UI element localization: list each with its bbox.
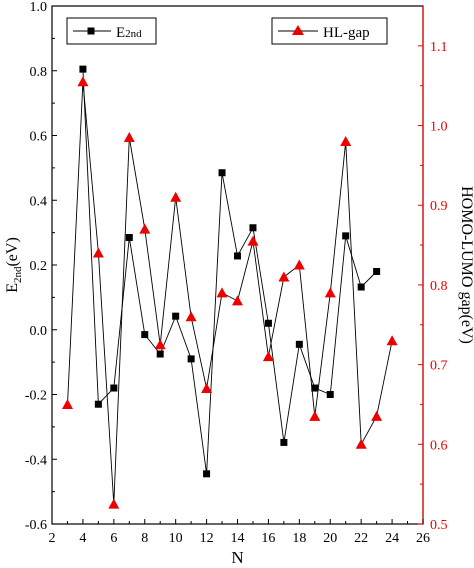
series-0-point — [79, 65, 87, 73]
series-1-point — [247, 235, 259, 246]
series-0-point — [373, 267, 381, 275]
x-tick-label: 26 — [416, 531, 430, 546]
y-left-tick-label: 0.6 — [30, 130, 48, 145]
series-1-line — [67, 81, 393, 505]
legend-hl-gap: HL-gap — [271, 17, 388, 45]
series-0-point — [264, 319, 272, 327]
series-1-point — [123, 132, 135, 142]
series-0-point — [203, 470, 211, 478]
y-left-tick-label: 0.4 — [30, 194, 48, 209]
y-left-tick-label: -0.4 — [25, 453, 47, 468]
y-left-tick-label: -0.6 — [25, 518, 47, 533]
series-0-point — [110, 384, 118, 392]
series-0-point — [295, 340, 303, 348]
y-left-tick-label: 0.8 — [30, 65, 48, 80]
x-tick-label: 14 — [231, 531, 245, 546]
y-left-tick-label: 0.0 — [30, 324, 48, 339]
y-right-axis-title: HOMO-LUMO gap(eV) — [458, 186, 474, 344]
y-left-axis-title-sub: 2nd — [12, 266, 24, 283]
series-1-point — [154, 339, 166, 350]
series-1-point — [108, 498, 120, 509]
legend-e2nd: E2nd — [66, 17, 157, 45]
x-tick-label: 20 — [323, 531, 337, 546]
series-1-point — [185, 311, 197, 322]
series-1-point — [324, 287, 336, 298]
series-0-point — [156, 350, 164, 358]
series-1-point — [386, 335, 398, 346]
series-0-point — [249, 224, 257, 232]
series-0-point — [234, 252, 241, 260]
series-1-point — [262, 351, 274, 362]
y-right-tick-label: 1.1 — [430, 40, 448, 55]
series-1-point — [293, 259, 305, 270]
legend-e2nd-label: E2nd — [116, 25, 142, 41]
series-0-point — [342, 232, 350, 240]
y-left-tick-label: 1.0 — [30, 0, 48, 15]
series-1-point — [340, 136, 352, 146]
series-1-point — [139, 223, 151, 234]
series-0-point — [326, 391, 334, 398]
x-tick-label: 22 — [354, 531, 368, 546]
series-1-point — [92, 247, 104, 258]
y-right-tick-label: 1.0 — [430, 120, 448, 135]
x-tick-label: 10 — [169, 531, 183, 546]
y-right-tick-label: 0.7 — [430, 359, 448, 374]
y-left-tick-label: -0.2 — [25, 389, 47, 404]
y-left-tick-label: 0.2 — [30, 259, 48, 274]
legend-e2nd-box — [66, 17, 157, 45]
y-right-tick-label: 0.6 — [430, 438, 448, 453]
y-left-axis-title-main: E — [4, 283, 21, 293]
legend-hl-gap-marker — [292, 25, 304, 35]
x-tick-label: 16 — [261, 531, 275, 546]
series-1-point — [232, 295, 243, 306]
legend-e2nd-label-main: E — [116, 25, 125, 41]
legend-e2nd-marker — [87, 27, 95, 35]
series-0-point — [141, 331, 149, 339]
series-1-point — [355, 438, 367, 449]
y-right-tick-label: 0.5 — [430, 518, 448, 533]
plot-area — [62, 65, 398, 509]
series-0-point — [311, 384, 319, 392]
x-tick-label: 12 — [200, 531, 214, 546]
series-1-point — [371, 410, 383, 421]
x-tick-label: 4 — [79, 531, 86, 546]
series-1-point — [216, 287, 228, 298]
series-1-point — [62, 399, 73, 409]
series-0-point — [357, 283, 365, 291]
legend-e2nd-label-sub: 2nd — [125, 28, 142, 40]
x-tick-label: 6 — [110, 531, 117, 546]
series-0-point — [125, 233, 133, 241]
axes: 2 4 6 8 10 12 14 16 18 20 22 24 26-0.6-0.4-0.20.00.2… — [25, 0, 448, 546]
series-1-point — [278, 271, 290, 282]
series-1-point — [77, 76, 89, 87]
legend-hl-gap-label: HL-gap — [323, 25, 370, 41]
x-tick-label: 24 — [385, 531, 399, 546]
series-0-point — [187, 355, 195, 363]
y-right-tick-label: 0.9 — [430, 199, 448, 214]
x-tick-label: 18 — [292, 531, 306, 546]
series-0-point — [94, 400, 102, 408]
series-0-point — [280, 438, 288, 446]
x-axis-title: N — [231, 548, 243, 567]
y-left-axis-title: E2nd(eV) — [4, 237, 24, 293]
y-right-tick-label: 0.8 — [430, 279, 448, 294]
x-tick-label: 8 — [141, 531, 148, 546]
x-tick-label: 2 — [49, 531, 56, 546]
series-1-point — [170, 191, 182, 202]
svg-text:E2nd(eV): E2nd(eV) — [4, 237, 24, 293]
series-0-point — [218, 169, 226, 177]
series-1-point — [201, 383, 213, 393]
series-0-point — [172, 312, 180, 320]
y-left-axis-title-unit: (eV) — [4, 237, 21, 266]
series-1-point — [309, 410, 321, 421]
